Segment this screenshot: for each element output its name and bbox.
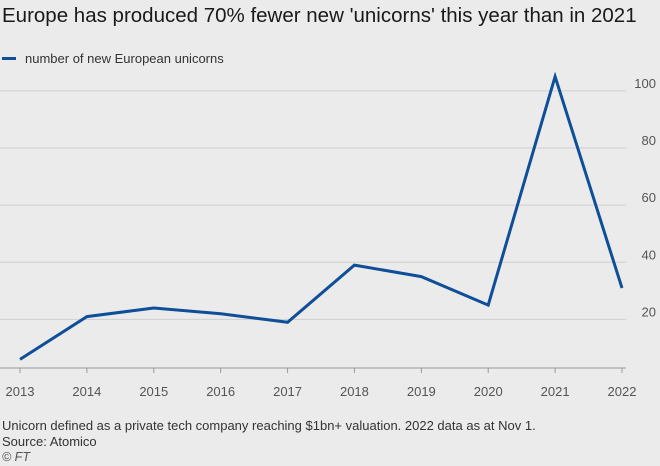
legend-label: number of new European unicorns — [25, 50, 224, 66]
series-line-0 — [19, 71, 624, 361]
x-tick-label-2015: 2015 — [139, 384, 168, 399]
y-tick-label-100: 100 — [634, 76, 656, 91]
y-tick-label-60: 60 — [642, 190, 656, 205]
x-tick-label-2022: 2022 — [608, 384, 637, 399]
legend: number of new European unicorns — [2, 50, 224, 66]
y-tick-label-80: 80 — [642, 133, 656, 148]
x-tick-label-2017: 2017 — [273, 384, 302, 399]
y-tick-label-40: 40 — [642, 247, 656, 262]
chart-title: Europe has produced 70% fewer new 'unico… — [2, 4, 637, 27]
x-tick-label-2016: 2016 — [206, 384, 235, 399]
ft-credit: © FT — [2, 450, 30, 464]
x-tick-label-2020: 2020 — [474, 384, 503, 399]
y-tick-label-20: 20 — [642, 304, 656, 319]
chart-footnote: Unicorn defined as a private tech compan… — [2, 418, 536, 433]
x-tick-label-2019: 2019 — [407, 384, 436, 399]
x-tick-label-2018: 2018 — [340, 384, 369, 399]
x-tick-label-2014: 2014 — [72, 384, 101, 399]
x-tick-label-2021: 2021 — [541, 384, 570, 399]
chart-source: Source: Atomico — [2, 434, 97, 449]
x-tick-label-2013: 2013 — [6, 384, 35, 399]
legend-swatch — [2, 56, 16, 60]
